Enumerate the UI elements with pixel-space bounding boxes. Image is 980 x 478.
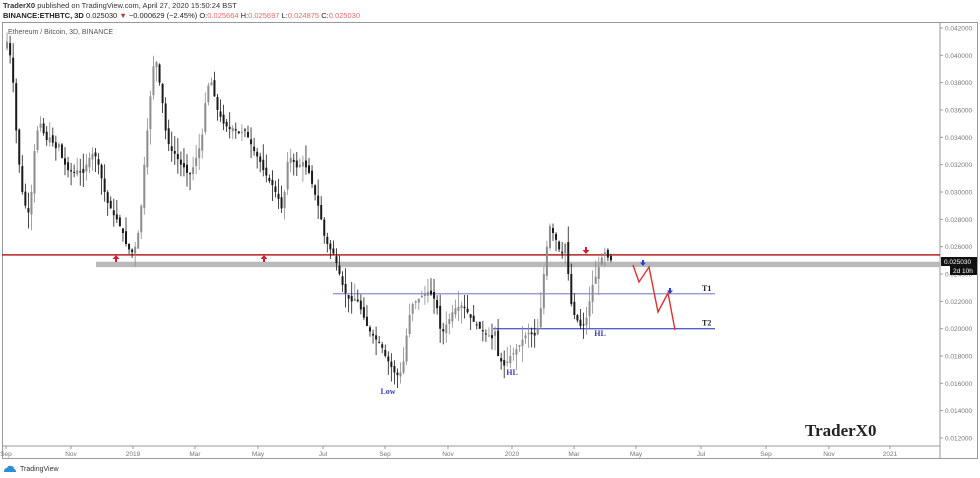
candles <box>6 32 612 388</box>
time-tick-label: Mar <box>568 451 580 458</box>
drawings <box>2 254 940 330</box>
watermark: TraderX0 <box>805 421 876 440</box>
low-value: 0.024875 <box>287 11 320 20</box>
time-tick-label: 2021 <box>883 451 898 458</box>
last-price-tag: 0.025030 <box>944 259 971 266</box>
time-axis[interactable]: Sep Nov 2019 Mar May Jul Sep Nov 2020 Mar May Jul Se… <box>0 446 898 458</box>
time-tick-label: Nov <box>65 451 77 458</box>
time-tick-label: Sep <box>0 451 12 458</box>
tradingview-label: TradingView <box>20 465 59 473</box>
price-tick-label: 0.014000 <box>945 408 972 415</box>
ohlc-legend: BINANCE:ETHBTC, 3D 0.025030 ▼ −0.000629 … <box>3 11 360 20</box>
swing-label: Low <box>380 387 395 396</box>
swing-label: HL <box>594 329 606 338</box>
time-tick-label: 2020 <box>505 451 520 458</box>
down-triangle-icon: ▼ <box>119 11 127 20</box>
author-name[interactable]: TraderX0 <box>3 1 36 10</box>
annotations: Low HL HL T1 T2 <box>112 247 711 396</box>
price-tick-label: 0.022000 <box>945 299 972 306</box>
price-tick-label: 0.042000 <box>945 26 972 33</box>
price-tick-label: 0.038000 <box>945 80 972 87</box>
price-tick-label: 0.018000 <box>945 354 972 361</box>
arrow-down-icon <box>640 260 646 266</box>
time-tick-label: May <box>630 451 643 458</box>
projection-path <box>632 264 676 331</box>
time-tick-label: May <box>252 451 265 458</box>
last-price-marker: 0.025030 2d 10h <box>941 257 977 275</box>
price-tick-label: 0.034000 <box>945 135 972 142</box>
chart-title: Ethereum / Bitcoin, 3D, BINANCE <box>8 29 113 36</box>
support-zone <box>96 261 940 268</box>
time-tick-label: Nov <box>442 451 454 458</box>
time-tick-label: Jul <box>697 451 706 458</box>
time-tick-label: Jul <box>319 451 328 458</box>
price-tick-label: 0.012000 <box>945 436 972 443</box>
arrow-down-icon <box>667 288 673 294</box>
price-tick-label: 0.016000 <box>945 381 972 388</box>
arrow-up-icon <box>112 255 120 262</box>
tradingview-branding[interactable]: TradingView <box>3 465 59 473</box>
high-label: H: <box>240 11 249 20</box>
published-text: published on TradingView.com, April 27, … <box>37 1 237 10</box>
open-label: O: <box>199 11 208 20</box>
close-label: C: <box>321 11 329 20</box>
time-tick-label: Sep <box>379 451 391 458</box>
price-tick-label: 0.040000 <box>945 53 972 60</box>
low-label: L: <box>281 11 288 20</box>
price-axis[interactable]: 0.042000 0.040000 0.038000 0.036000 0.034000… <box>940 26 972 443</box>
target-label: T2 <box>702 319 711 328</box>
price-tick-label: 0.036000 <box>945 108 972 115</box>
time-tick-label: Nov <box>823 451 835 458</box>
time-tick-label: Mar <box>189 451 201 458</box>
price-tick-label: 0.026000 <box>945 244 972 251</box>
price-tick-label: 0.020000 <box>945 326 972 333</box>
publish-info: TraderX0 published on TradingView.com, A… <box>3 1 237 10</box>
open-value: 0.025664 <box>207 11 239 20</box>
last-price: 0.025030 <box>85 11 118 20</box>
arrow-up-icon <box>260 255 268 262</box>
price-tick-label: 0.028000 <box>945 217 972 224</box>
time-tick-label: 2019 <box>126 451 141 458</box>
price-change: −0.000629 (−2.45%) <box>128 11 198 20</box>
close-value: 0.025030 <box>328 11 360 20</box>
price-tick-label: 0.032000 <box>945 162 972 169</box>
symbol-label: BINANCE:ETHBTC, 3D <box>3 11 84 20</box>
price-tick-label: 0.030000 <box>945 190 972 197</box>
swing-label: HL <box>506 368 518 377</box>
time-tick-label: Sep <box>760 451 772 458</box>
high-value: 0.025697 <box>248 11 280 20</box>
tradingview-cloud-icon <box>4 465 16 472</box>
arrow-down-icon <box>582 247 590 254</box>
target-label: T1 <box>702 284 711 293</box>
chart-frame[interactable] <box>2 22 978 459</box>
countdown-tag: 2d 10h <box>953 268 973 275</box>
